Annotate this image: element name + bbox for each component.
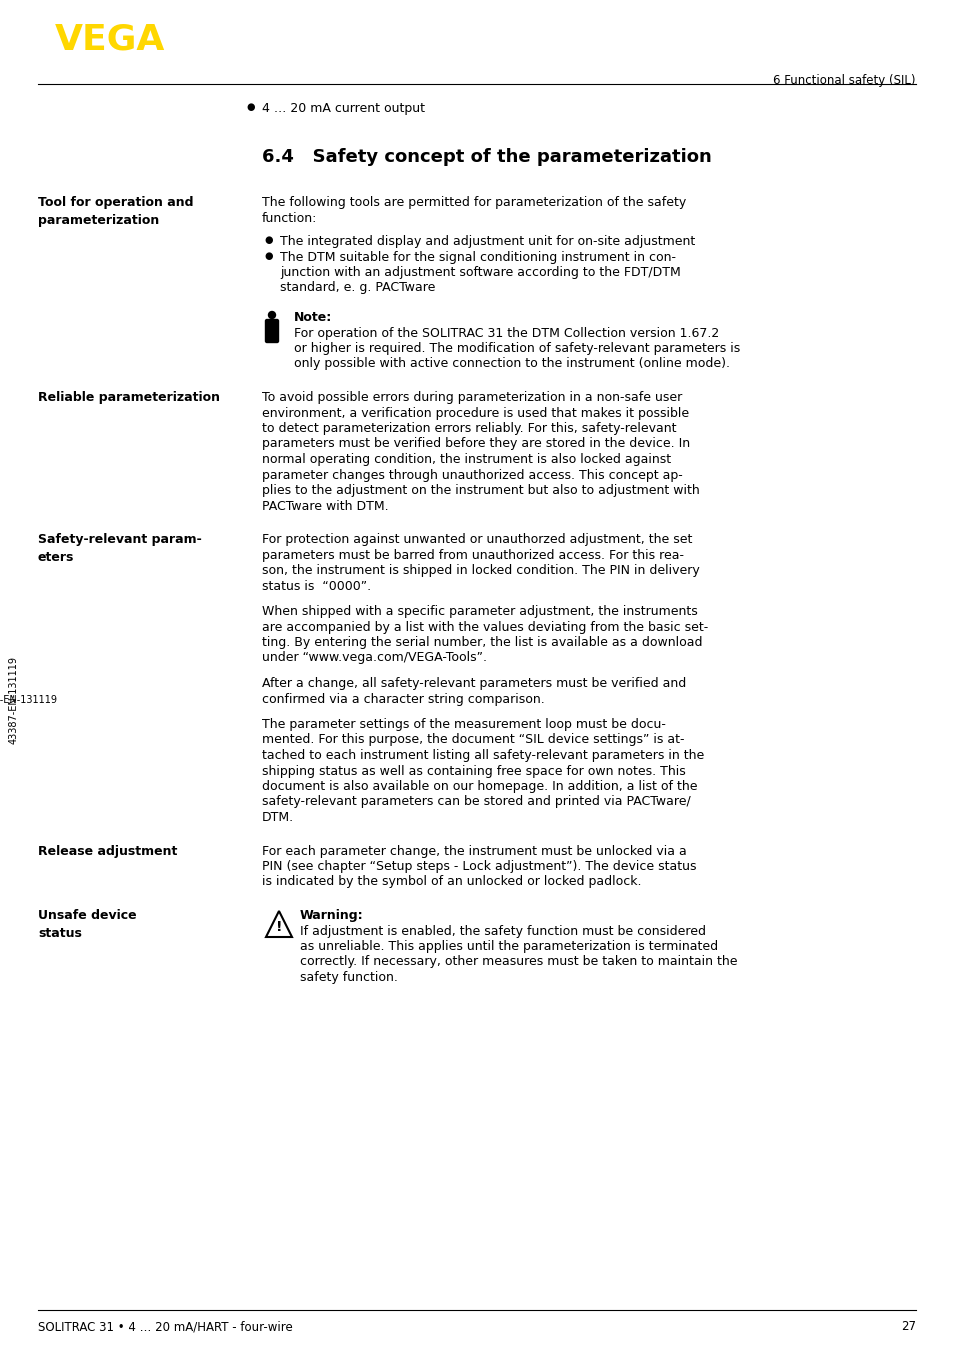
Text: VEGA: VEGA [55, 22, 165, 56]
Text: 43387-EN-131119: 43387-EN-131119 [0, 695, 58, 705]
Text: 27: 27 [900, 1320, 915, 1332]
Text: as unreliable. This applies until the parameterization is terminated: as unreliable. This applies until the pa… [299, 940, 718, 953]
Text: ●: ● [264, 250, 273, 260]
Text: DTM.: DTM. [262, 811, 294, 825]
Text: normal operating condition, the instrument is also locked against: normal operating condition, the instrume… [262, 454, 670, 466]
Text: Unsafe device
status: Unsafe device status [38, 909, 136, 940]
Text: After a change, all safety-relevant parameters must be verified and: After a change, all safety-relevant para… [262, 677, 685, 691]
Text: For operation of the SOLITRAC 31 the DTM Collection version 1.67.2: For operation of the SOLITRAC 31 the DTM… [294, 326, 719, 340]
Text: parameters must be barred from unauthorized access. For this rea-: parameters must be barred from unauthori… [262, 548, 683, 562]
Text: confirmed via a character string comparison.: confirmed via a character string compari… [262, 692, 544, 705]
Text: Release adjustment: Release adjustment [38, 845, 177, 857]
Text: or higher is required. The modification of safety-relevant parameters is: or higher is required. The modification … [294, 343, 740, 355]
Text: If adjustment is enabled, the safety function must be considered: If adjustment is enabled, the safety fun… [299, 925, 705, 937]
Text: PIN (see chapter “Setup steps - Lock adjustment”). The device status: PIN (see chapter “Setup steps - Lock adj… [262, 860, 696, 873]
Text: ting. By entering the serial number, the list is available as a download: ting. By entering the serial number, the… [262, 636, 701, 649]
Text: SOLITRAC 31 • 4 … 20 mA/HART - four-wire: SOLITRAC 31 • 4 … 20 mA/HART - four-wire [38, 1320, 293, 1332]
Text: Reliable parameterization: Reliable parameterization [38, 391, 220, 403]
Text: parameters must be verified before they are stored in the device. In: parameters must be verified before they … [262, 437, 689, 451]
Text: !: ! [275, 921, 282, 934]
Text: are accompanied by a list with the values deviating from the basic set-: are accompanied by a list with the value… [262, 620, 707, 634]
FancyBboxPatch shape [265, 320, 278, 343]
Text: standard, e. g. PACTware: standard, e. g. PACTware [280, 282, 435, 295]
Text: ●: ● [264, 236, 273, 245]
Text: PACTware with DTM.: PACTware with DTM. [262, 500, 388, 513]
Text: The parameter settings of the measurement loop must be docu-: The parameter settings of the measuremen… [262, 718, 665, 731]
Text: Note:: Note: [294, 311, 332, 324]
Text: For protection against unwanted or unauthorzed adjustment, the set: For protection against unwanted or unaut… [262, 533, 692, 546]
Text: safety-relevant parameters can be stored and printed via PACTware/: safety-relevant parameters can be stored… [262, 796, 690, 808]
Text: environment, a verification procedure is used that makes it possible: environment, a verification procedure is… [262, 406, 688, 420]
Text: status is  “0000”.: status is “0000”. [262, 580, 371, 593]
Text: 43387-EN-131119: 43387-EN-131119 [9, 655, 19, 743]
Text: document is also available on our homepage. In addition, a list of the: document is also available on our homepa… [262, 780, 697, 793]
Text: When shipped with a specific parameter adjustment, the instruments: When shipped with a specific parameter a… [262, 605, 697, 617]
Text: safety function.: safety function. [299, 971, 397, 984]
Text: plies to the adjustment on the instrument but also to adjustment with: plies to the adjustment on the instrumen… [262, 483, 699, 497]
Text: Tool for operation and
parameterization: Tool for operation and parameterization [38, 196, 193, 227]
Text: junction with an adjustment software according to the FDT/DTM: junction with an adjustment software acc… [280, 265, 680, 279]
Text: The integrated display and adjustment unit for on-site adjustment: The integrated display and adjustment un… [280, 236, 695, 248]
Text: to detect parameterization errors reliably. For this, safety-relevant: to detect parameterization errors reliab… [262, 422, 676, 435]
Text: For each parameter change, the instrument must be unlocked via a: For each parameter change, the instrumen… [262, 845, 686, 857]
Text: The following tools are permitted for parameterization of the safety: The following tools are permitted for pa… [262, 196, 685, 209]
Text: To avoid possible errors during parameterization in a non-safe user: To avoid possible errors during paramete… [262, 391, 681, 403]
Text: ●: ● [246, 102, 254, 112]
Text: Safety-relevant param-
eters: Safety-relevant param- eters [38, 533, 201, 565]
Text: Warning:: Warning: [299, 909, 363, 922]
Text: tached to each instrument listing all safety-relevant parameters in the: tached to each instrument listing all sa… [262, 749, 703, 762]
Text: 6.4   Safety concept of the parameterization: 6.4 Safety concept of the parameterizati… [262, 148, 711, 167]
Text: correctly. If necessary, other measures must be taken to maintain the: correctly. If necessary, other measures … [299, 956, 737, 968]
Text: is indicated by the symbol of an unlocked or locked padlock.: is indicated by the symbol of an unlocke… [262, 876, 640, 888]
Text: The DTM suitable for the signal conditioning instrument in con-: The DTM suitable for the signal conditio… [280, 250, 676, 264]
Text: mented. For this purpose, the document “SIL device settings” is at-: mented. For this purpose, the document “… [262, 734, 684, 746]
Text: function:: function: [262, 211, 317, 225]
Text: shipping status as well as containing free space for own notes. This: shipping status as well as containing fr… [262, 765, 685, 777]
Text: parameter changes through unauthorized access. This concept ap-: parameter changes through unauthorized a… [262, 468, 682, 482]
Text: 4 … 20 mA current output: 4 … 20 mA current output [262, 102, 424, 115]
Text: under “www.vega.com/VEGA-Tools”.: under “www.vega.com/VEGA-Tools”. [262, 651, 486, 665]
Text: 6 Functional safety (SIL): 6 Functional safety (SIL) [773, 74, 915, 87]
Text: only possible with active connection to the instrument (online mode).: only possible with active connection to … [294, 357, 729, 371]
Text: son, the instrument is shipped in locked condition. The PIN in delivery: son, the instrument is shipped in locked… [262, 565, 699, 577]
Circle shape [268, 311, 275, 318]
